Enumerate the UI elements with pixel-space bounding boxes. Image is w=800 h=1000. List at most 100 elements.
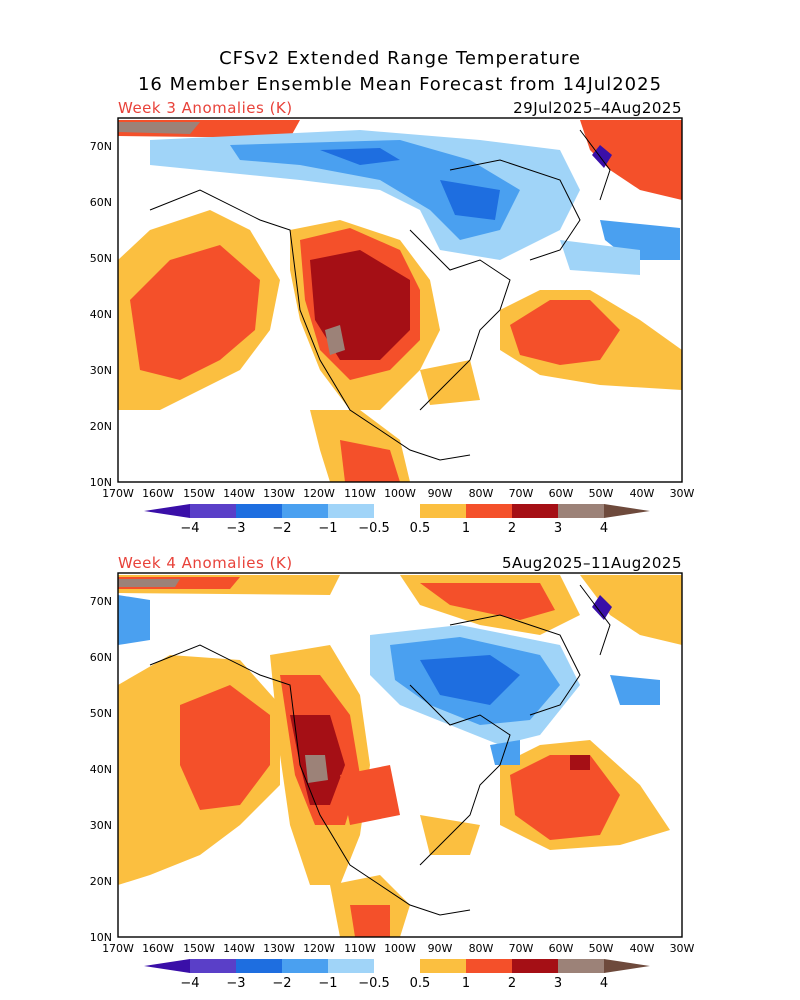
svg-text:4: 4 bbox=[600, 976, 608, 991]
colorbar-swatch bbox=[190, 959, 236, 973]
svg-text:−2: −2 bbox=[272, 521, 291, 536]
lon-label: 100W bbox=[384, 487, 416, 500]
colorbar-swatch bbox=[374, 959, 420, 973]
colorbar-swatch bbox=[236, 504, 282, 518]
lon-label: 110W bbox=[344, 487, 376, 500]
svg-text:2: 2 bbox=[508, 976, 516, 991]
lat-label: 70N bbox=[90, 140, 112, 153]
week3-colorbar: −4 −3 −2 −1 −0.5 0.5 1 2 3 4 bbox=[144, 504, 650, 536]
lon-label: 80W bbox=[469, 942, 494, 955]
colorbar-swatch bbox=[328, 504, 374, 518]
lat-label: 30N bbox=[90, 819, 112, 832]
svg-text:−4: −4 bbox=[180, 521, 199, 536]
lon-label: 160W bbox=[142, 942, 174, 955]
colorbar-swatch bbox=[236, 959, 282, 973]
lon-label: 40W bbox=[630, 942, 655, 955]
lat-label: 40N bbox=[90, 308, 112, 321]
svg-text:−1: −1 bbox=[318, 976, 337, 991]
week4-label: Week 4 Anomalies (K) bbox=[118, 554, 293, 572]
lon-label: 80W bbox=[469, 487, 494, 500]
svg-text:3: 3 bbox=[554, 976, 562, 991]
week3-map: 70N 60N 50N 40N 30N 20N 10N 170W 160W 15… bbox=[90, 117, 695, 500]
lon-label: 160W bbox=[142, 487, 174, 500]
svg-text:−4: −4 bbox=[180, 976, 199, 991]
lat-label: 20N bbox=[90, 875, 112, 888]
svg-text:1: 1 bbox=[462, 976, 470, 991]
lon-label: 70W bbox=[509, 942, 534, 955]
lon-label: 170W bbox=[102, 487, 134, 500]
week4-lon-axis: 170W 160W 150W 140W 130W 120W 110W 100W … bbox=[102, 942, 694, 955]
lon-label: 90W bbox=[428, 487, 453, 500]
colorbar-labels: −4 −3 −2 −1 −0.5 0.5 1 2 3 4 bbox=[180, 976, 608, 991]
lon-label: 70W bbox=[509, 487, 534, 500]
svg-text:4: 4 bbox=[600, 521, 608, 536]
week3-lat-axis: 70N 60N 50N 40N 30N 20N 10N bbox=[90, 140, 112, 489]
week4-anomaly-fields bbox=[118, 573, 682, 937]
svg-text:−0.5: −0.5 bbox=[358, 521, 390, 536]
colorbar-swatch bbox=[374, 504, 420, 518]
lat-label: 30N bbox=[90, 364, 112, 377]
lon-label: 150W bbox=[183, 942, 215, 955]
colorbar-swatch bbox=[282, 959, 328, 973]
lon-label: 110W bbox=[344, 942, 376, 955]
lat-label: 60N bbox=[90, 651, 112, 664]
colorbar-swatch bbox=[512, 504, 558, 518]
week4-coastlines bbox=[149, 584, 611, 916]
lon-label: 120W bbox=[303, 942, 335, 955]
lon-label: 60W bbox=[549, 942, 574, 955]
lon-label: 130W bbox=[263, 942, 295, 955]
svg-text:−3: −3 bbox=[226, 976, 245, 991]
lat-label: 40N bbox=[90, 763, 112, 776]
lat-label: 70N bbox=[90, 595, 112, 608]
svg-text:1: 1 bbox=[462, 521, 470, 536]
colorbar-swatches bbox=[144, 959, 650, 973]
week3-anomaly-fields bbox=[118, 118, 682, 482]
week4-lat-axis: 70N 60N 50N 40N 30N 20N 10N bbox=[90, 595, 112, 944]
week4-colorbar: −4 −3 −2 −1 −0.5 0.5 1 2 3 4 bbox=[144, 959, 650, 991]
colorbar-swatch bbox=[144, 504, 190, 518]
svg-text:0.5: 0.5 bbox=[410, 521, 431, 536]
colorbar-swatch bbox=[466, 959, 512, 973]
lon-label: 40W bbox=[630, 487, 655, 500]
lon-label: 50W bbox=[589, 487, 614, 500]
lon-label: 130W bbox=[263, 487, 295, 500]
lon-label: 30W bbox=[670, 487, 695, 500]
svg-text:−1: −1 bbox=[318, 521, 337, 536]
lon-label: 100W bbox=[384, 942, 416, 955]
lon-label: 50W bbox=[589, 942, 614, 955]
svg-text:−3: −3 bbox=[226, 521, 245, 536]
lat-label: 60N bbox=[90, 196, 112, 209]
week4-dates: 5Aug2025–11Aug2025 bbox=[501, 554, 682, 572]
title-line-2: 16 Member Ensemble Mean Forecast from 14… bbox=[137, 74, 663, 95]
colorbar-swatch bbox=[190, 504, 236, 518]
svg-text:−2: −2 bbox=[272, 976, 291, 991]
lon-label: 140W bbox=[223, 942, 255, 955]
colorbar-swatch bbox=[466, 504, 512, 518]
lon-label: 140W bbox=[223, 487, 255, 500]
lon-label: 90W bbox=[428, 942, 453, 955]
colorbar-swatch bbox=[558, 504, 604, 518]
lat-label: 50N bbox=[90, 707, 112, 720]
title-line-1: CFSv2 Extended Range Temperature bbox=[219, 48, 581, 69]
lon-label: 170W bbox=[102, 942, 134, 955]
colorbar-swatch bbox=[144, 959, 190, 973]
lon-label: 60W bbox=[549, 487, 574, 500]
week4-map: 70N 60N 50N 40N 30N 20N 10N 170W 160W 15… bbox=[90, 572, 695, 955]
lat-label: 50N bbox=[90, 252, 112, 265]
lat-label: 10N bbox=[90, 476, 112, 489]
colorbar-swatch bbox=[282, 504, 328, 518]
colorbar-swatches bbox=[144, 504, 650, 518]
lon-label: 120W bbox=[303, 487, 335, 500]
lat-label: 20N bbox=[90, 420, 112, 433]
week3-coastlines bbox=[149, 129, 611, 461]
lon-label: 150W bbox=[183, 487, 215, 500]
colorbar-swatch bbox=[420, 959, 466, 973]
svg-text:3: 3 bbox=[554, 521, 562, 536]
lon-label: 30W bbox=[670, 942, 695, 955]
svg-text:0.5: 0.5 bbox=[410, 976, 431, 991]
colorbar-labels: −4 −3 −2 −1 −0.5 0.5 1 2 3 4 bbox=[180, 521, 608, 536]
colorbar-swatch bbox=[604, 504, 650, 518]
colorbar-swatch bbox=[512, 959, 558, 973]
week3-label: Week 3 Anomalies (K) bbox=[118, 99, 293, 117]
week3-dates: 29Jul2025–4Aug2025 bbox=[513, 99, 682, 117]
